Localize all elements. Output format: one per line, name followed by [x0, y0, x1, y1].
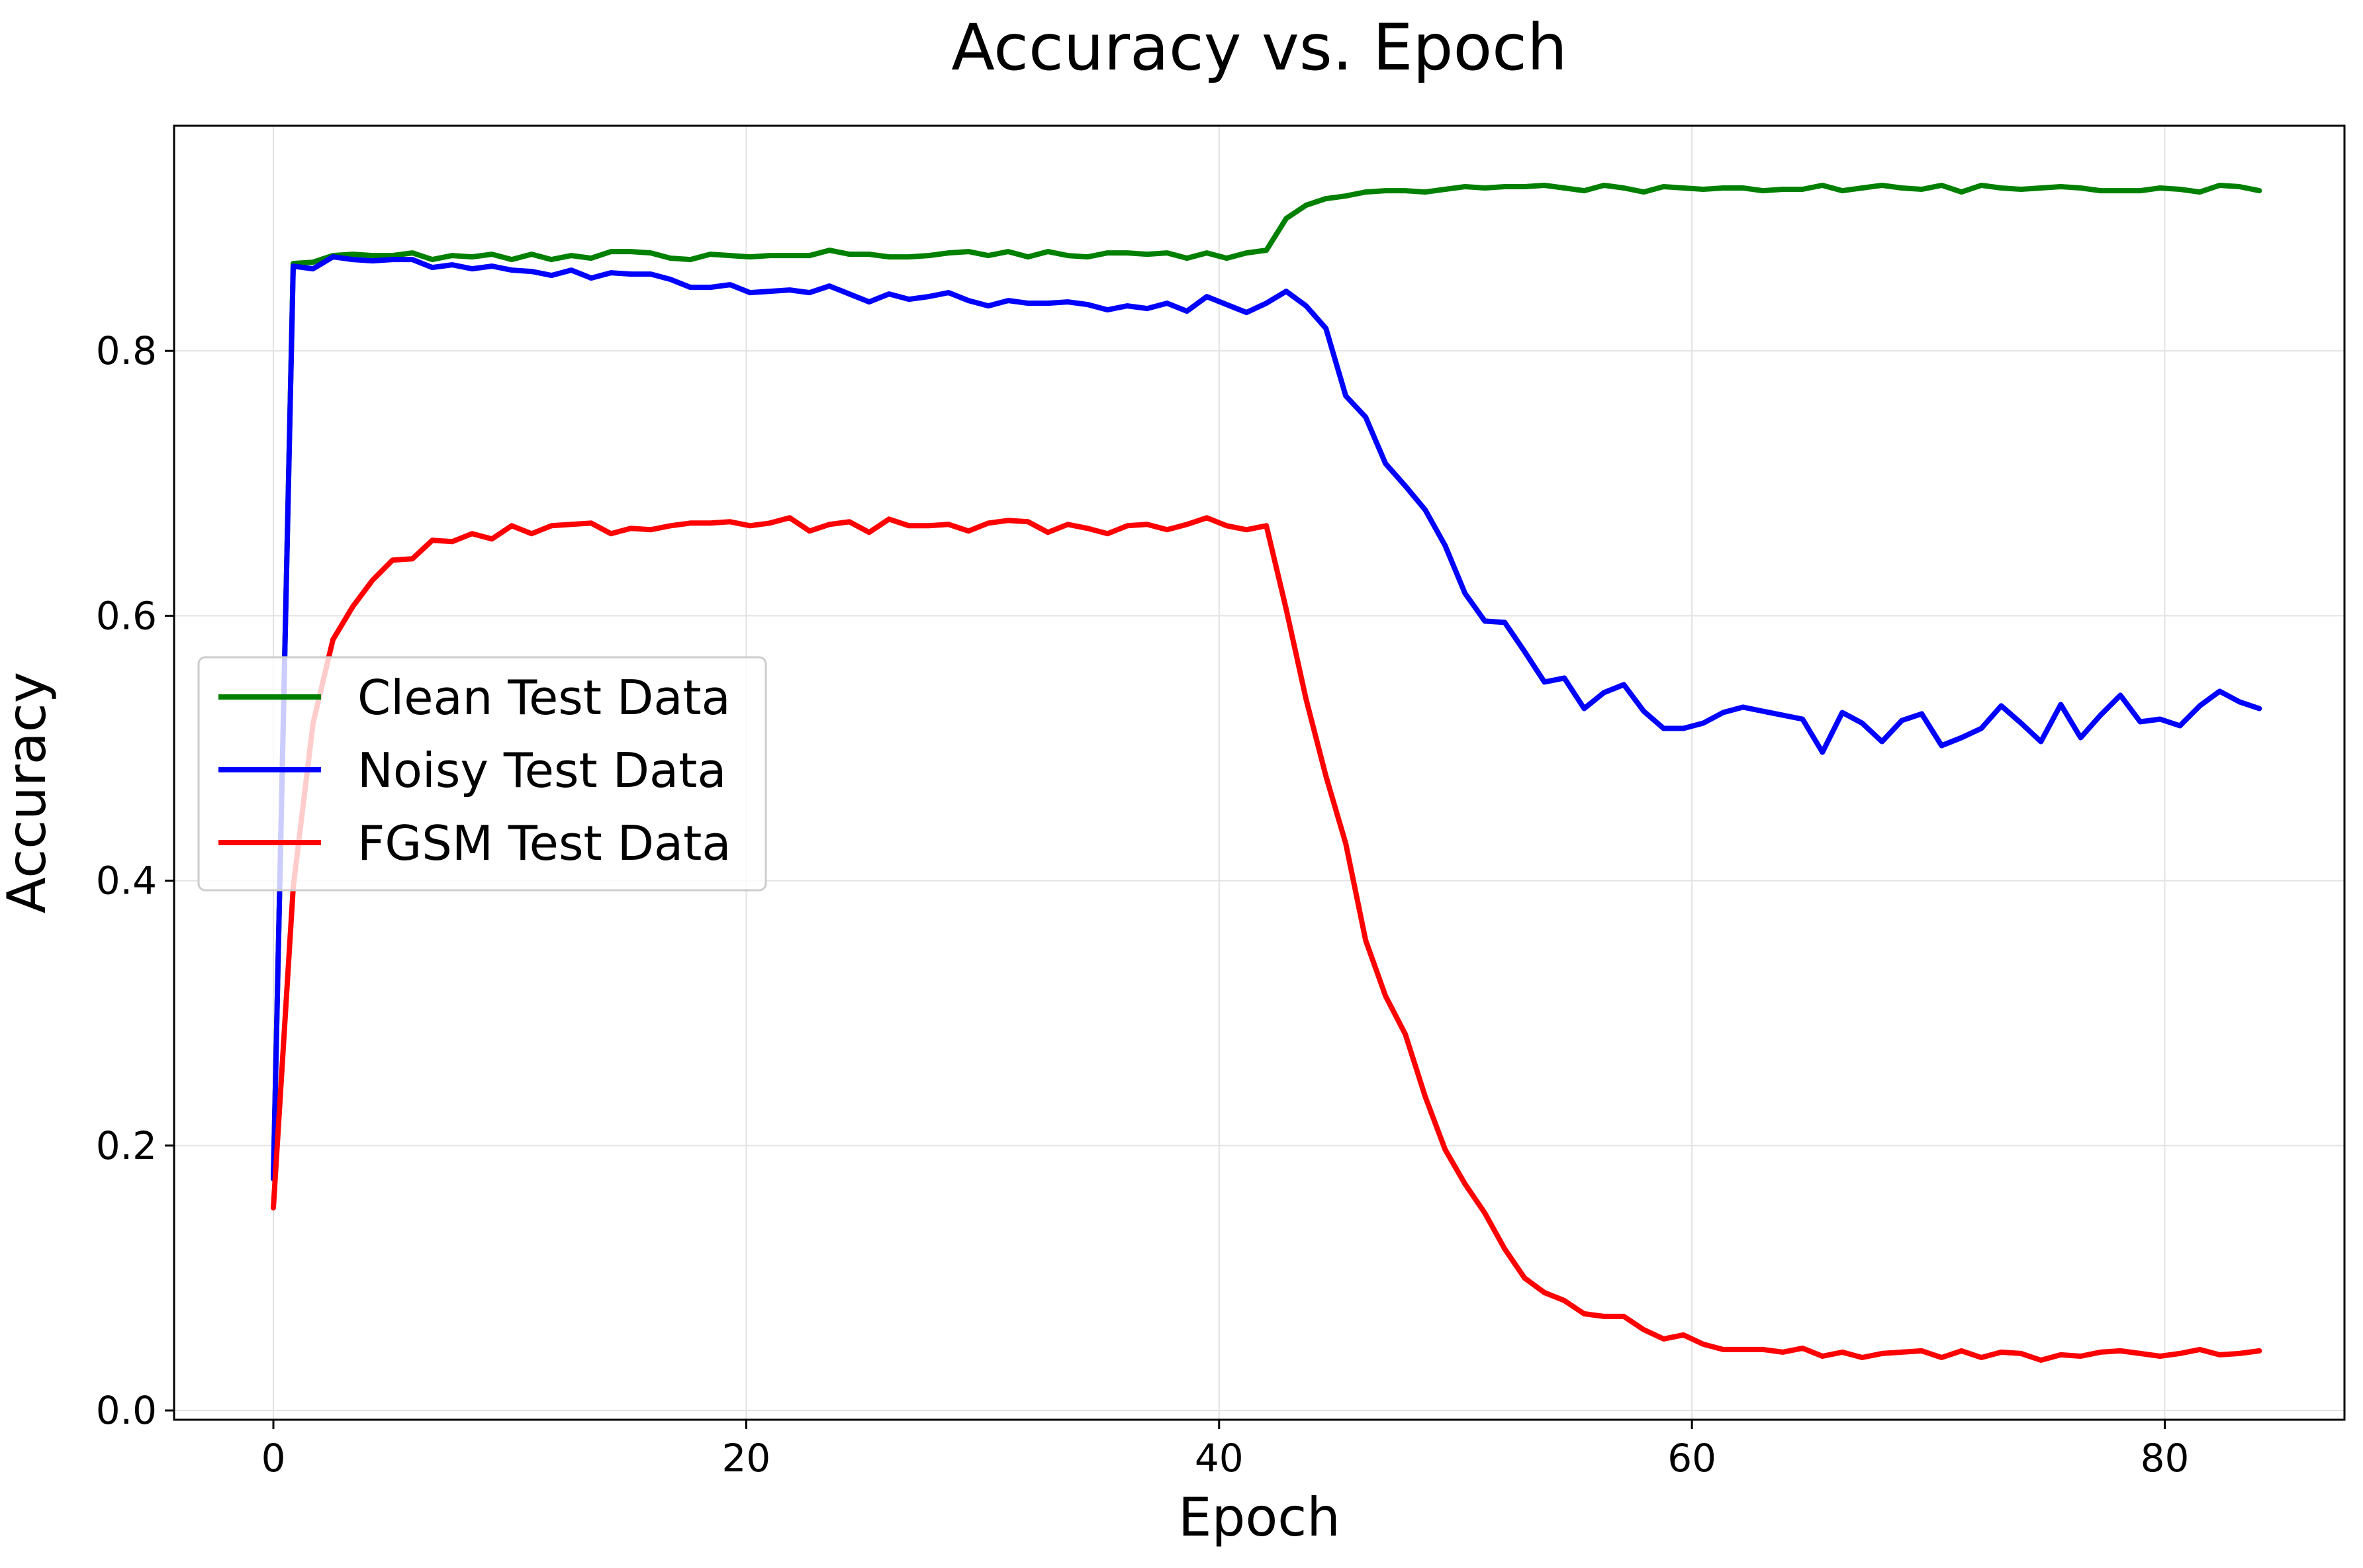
- series-line-clean-test-data: [271, 183, 2262, 1181]
- legend-box: [197, 656, 767, 892]
- x-tick-label: 20: [721, 1436, 770, 1481]
- y-tick-label: 0.0: [96, 1388, 157, 1433]
- plot-series: [271, 183, 2262, 1363]
- x-axis-title: Epoch: [1178, 1487, 1340, 1548]
- legend: Clean Test Data Noisy Test Data FGSM Test …: [197, 656, 767, 892]
- y-tick-label: 0.6: [96, 593, 157, 638]
- legend-label: Clean Test Data: [357, 670, 731, 725]
- chart-title: Accuracy vs. Epoch: [951, 11, 1567, 85]
- legend-label: Noisy Test Data: [357, 743, 727, 798]
- y-axis-title: Accuracy: [0, 672, 58, 913]
- y-tick-label: 0.4: [96, 858, 157, 903]
- x-tick-label: 60: [1667, 1436, 1716, 1481]
- y-tick-label: 0.8: [96, 328, 157, 373]
- legend-label: FGSM Test Data: [357, 815, 731, 871]
- x-tick-label: 40: [1195, 1436, 1244, 1481]
- y-tick-label: 0.2: [96, 1123, 157, 1168]
- x-tick-label: 80: [2141, 1436, 2190, 1481]
- series-line-fgsm-test-data: [271, 515, 2262, 1363]
- x-tick-label: 0: [261, 1436, 286, 1481]
- plot-frame: [173, 124, 2346, 1421]
- axis-ticks: 0 20 40 60 80 0.0 0.2 0.4 0.6 0.8: [96, 328, 2190, 1481]
- series-line-noisy-test-data: [271, 254, 2262, 1181]
